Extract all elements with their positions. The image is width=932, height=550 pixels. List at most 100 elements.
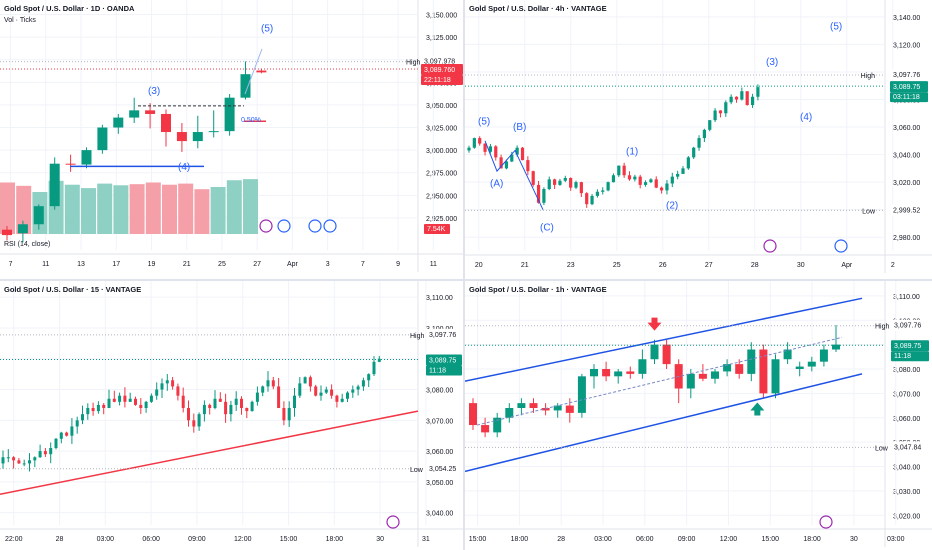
vertical-divider[interactable] bbox=[463, 0, 465, 550]
1h-candle-body bbox=[529, 403, 538, 408]
x-tick-label: 23 bbox=[567, 262, 575, 269]
x-tick-label: 30 bbox=[797, 262, 805, 269]
4h-candle-body bbox=[467, 147, 471, 151]
15m-candle-body bbox=[356, 386, 360, 390]
y-tick-label: 3,020.00 bbox=[893, 513, 920, 520]
low-value-bg bbox=[426, 462, 462, 474]
x-tick-label: 18:00 bbox=[803, 536, 821, 543]
high-label: High bbox=[861, 73, 876, 80]
panel-title: Gold Spot / U.S. Dollar · 4h · VANTAGE bbox=[469, 4, 607, 13]
4h-candle-body bbox=[536, 184, 541, 203]
y-tick-label: 2,975.000 bbox=[426, 171, 457, 178]
wave-label: (1) bbox=[626, 147, 638, 158]
chart-panel-15m-vantage[interactable]: Gold Spot / U.S. Dollar · 15 · VANTAGE 3… bbox=[0, 281, 463, 550]
1h-candle-body bbox=[795, 366, 804, 369]
y-tick-label: 3,125.000 bbox=[426, 35, 457, 42]
4h-candle-body bbox=[708, 120, 712, 130]
daily-candle-body bbox=[240, 74, 251, 98]
volume-bar bbox=[113, 185, 129, 234]
daily-candle-body bbox=[192, 132, 203, 142]
price-countdown-bg bbox=[890, 92, 928, 103]
x-tick-label: 31 bbox=[422, 536, 430, 543]
4h-candle-body bbox=[654, 179, 658, 188]
4h-candle-body bbox=[606, 182, 610, 191]
price-countdown-bg bbox=[421, 75, 463, 86]
4h-candle-body bbox=[692, 147, 696, 158]
1h-candle-body bbox=[650, 344, 659, 360]
y-tick-label: 3,025.000 bbox=[426, 126, 457, 133]
x-tick-label: 13 bbox=[77, 261, 85, 268]
x-tick-label: 09:00 bbox=[188, 536, 206, 543]
x-tick-label: 19 bbox=[148, 261, 156, 268]
4h-candle-body bbox=[579, 182, 583, 194]
4h-candle-body bbox=[713, 110, 717, 121]
15m-candle-body bbox=[287, 408, 291, 421]
15m-candle-body bbox=[134, 398, 137, 405]
us-flag-event-icon bbox=[834, 239, 848, 253]
15m-candle-body bbox=[144, 401, 148, 408]
1h-candle-body bbox=[819, 349, 828, 362]
15m-candle-body bbox=[118, 395, 122, 402]
daily-candle-body bbox=[17, 224, 28, 234]
15m-chart-svg: 3,110.003,100.003,090.003,080.003,070.00… bbox=[0, 281, 463, 547]
1h-candle-body bbox=[626, 371, 635, 374]
high-value: 3,097.76 bbox=[894, 323, 921, 330]
15m-candle-body bbox=[192, 420, 196, 427]
x-tick-label: 12:00 bbox=[234, 536, 252, 543]
lightning-event-icon bbox=[259, 219, 273, 233]
15m-candle-body bbox=[340, 398, 344, 402]
volume-bar bbox=[210, 186, 226, 234]
y-tick-label: 3,070.00 bbox=[426, 418, 453, 425]
chart-panel-daily-oanda[interactable]: Gold Spot / U.S. Dollar · 1D · OANDA Vol… bbox=[0, 0, 463, 279]
chart-panel-4h-vantage[interactable]: Gold Spot / U.S. Dollar · 4h · VANTAGE 3… bbox=[465, 0, 932, 279]
1h-candle-body bbox=[638, 359, 647, 374]
15m-candle-body bbox=[319, 392, 323, 396]
x-tick-label: 15:00 bbox=[762, 536, 780, 543]
15m-candle-body bbox=[314, 386, 318, 396]
15m-candle-body bbox=[75, 420, 79, 427]
15m-candle-body bbox=[298, 383, 302, 396]
4h-candle-body bbox=[724, 102, 728, 114]
15m-candle-body bbox=[128, 398, 132, 402]
15m-candle-body bbox=[123, 395, 127, 402]
1h-candle-body bbox=[517, 403, 526, 408]
price-value-bg bbox=[421, 64, 463, 76]
low-value: 3,054.25 bbox=[429, 466, 456, 473]
y-tick-label: 3,070.00 bbox=[893, 391, 920, 398]
1h-chart-svg: 3,110.003,100.003,090.003,080.003,070.00… bbox=[465, 281, 932, 547]
15m-candle-body bbox=[308, 377, 312, 387]
4h-candle-body bbox=[478, 138, 482, 144]
high-label: High bbox=[406, 60, 421, 67]
15m-candle-body bbox=[367, 374, 371, 381]
4h-candle-body bbox=[745, 91, 749, 106]
15m-candle-body bbox=[81, 414, 84, 421]
y-tick-label: 3,030.00 bbox=[893, 489, 920, 496]
15m-candle-body bbox=[28, 460, 31, 464]
15m-candle-body bbox=[1, 457, 5, 464]
low-value: 3,047.84 bbox=[894, 444, 921, 451]
x-tick-label: 09:00 bbox=[678, 536, 696, 543]
lightning-event-icon bbox=[386, 515, 400, 529]
price-value: 3,089.760 bbox=[424, 67, 455, 74]
volume-value: 7.54K bbox=[427, 226, 446, 233]
y-tick-label: 2,950.000 bbox=[426, 193, 457, 200]
y-tick-label: 3,150.000 bbox=[426, 13, 457, 20]
1h-candle-body bbox=[783, 349, 792, 360]
4h-candle-body bbox=[670, 176, 674, 184]
y-tick-label: 3,000.000 bbox=[426, 148, 457, 155]
4h-candle-body bbox=[638, 176, 642, 185]
horizontal-divider[interactable] bbox=[0, 279, 932, 281]
chart-panel-1h-vantage[interactable]: Gold Spot / U.S. Dollar · 1h · VANTAGE 3… bbox=[465, 281, 932, 550]
x-tick-label: 20 bbox=[475, 262, 483, 269]
15m-candle-body bbox=[160, 383, 164, 390]
4h-candle-body bbox=[569, 178, 573, 188]
x-tick-label: 28 bbox=[557, 536, 565, 543]
y-tick-label: 3,140.00 bbox=[893, 15, 920, 22]
daily-candle-body bbox=[81, 150, 92, 165]
rsi-indicator-label: RSI (14, close) bbox=[4, 241, 51, 248]
daily-candle-body bbox=[256, 70, 267, 73]
wave-label: (C) bbox=[540, 222, 554, 233]
x-tick-label: 27 bbox=[253, 261, 261, 268]
daily-candle-body bbox=[113, 117, 124, 128]
price-countdown: 11:18 bbox=[894, 353, 911, 360]
